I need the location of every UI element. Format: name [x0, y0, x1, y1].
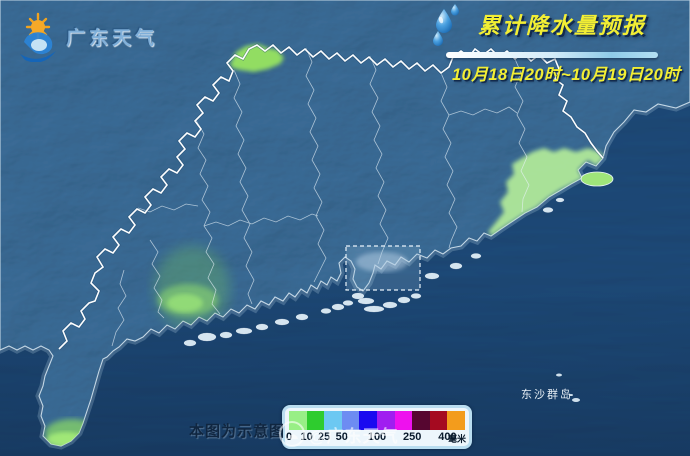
precipitation-legend: 毫米 0 10 25 50 100 250 400 — [282, 405, 472, 449]
brand-logo: 广东天气 — [12, 10, 158, 62]
legend-swatches — [289, 411, 465, 430]
legend-swatch — [306, 411, 325, 430]
raindrops-icon — [433, 4, 459, 46]
forecast-time-range: 10月18日20时~10月19日20时 — [452, 66, 681, 84]
precipitation-areas — [45, 44, 604, 446]
legend-tick: 10 — [300, 431, 313, 443]
legend-swatch — [394, 411, 413, 430]
legend-tick: 50 — [335, 431, 348, 443]
legend-tick: 250 — [403, 431, 422, 443]
hk-dashed-box — [345, 245, 421, 291]
legend-ticks: 毫米 0 10 25 50 100 250 400 — [285, 430, 466, 445]
legend-tick: 0 — [285, 431, 293, 443]
dongsha-label: 东沙群岛 — [521, 387, 573, 401]
title-underline-bar — [446, 52, 658, 58]
legend-swatch — [359, 411, 377, 430]
legend-tick: 100 — [367, 431, 387, 443]
legend-swatch — [376, 411, 395, 430]
precip-north — [230, 44, 284, 72]
legend-swatch — [447, 411, 465, 430]
legend-swatch — [341, 411, 360, 430]
legend-tick: 400 — [438, 431, 457, 443]
legend-swatch — [412, 411, 430, 430]
precip-east — [488, 148, 604, 236]
dongsha-islands: 东沙群岛 — [521, 373, 580, 402]
forecast-title: 累计降水量预报 — [478, 13, 647, 38]
sun-cloud-logo-icon — [20, 12, 56, 62]
coastal-islands — [183, 197, 565, 347]
nanao-island — [580, 171, 614, 187]
legend-swatch — [324, 411, 342, 430]
forecast-title-block: 累计降水量预报 10月18日20时~10月19日20时 — [430, 3, 680, 85]
prefecture-borders — [111, 47, 530, 347]
legend-swatch — [429, 411, 448, 430]
legend-tick: 25 — [318, 431, 331, 443]
precip-southwest-core — [167, 294, 203, 312]
legend-swatch — [289, 411, 307, 430]
legend-unit: 毫米 — [447, 434, 466, 444]
brand-name: 广东天气 — [66, 27, 159, 49]
schematic-note: 本图为示意图 — [189, 423, 286, 440]
